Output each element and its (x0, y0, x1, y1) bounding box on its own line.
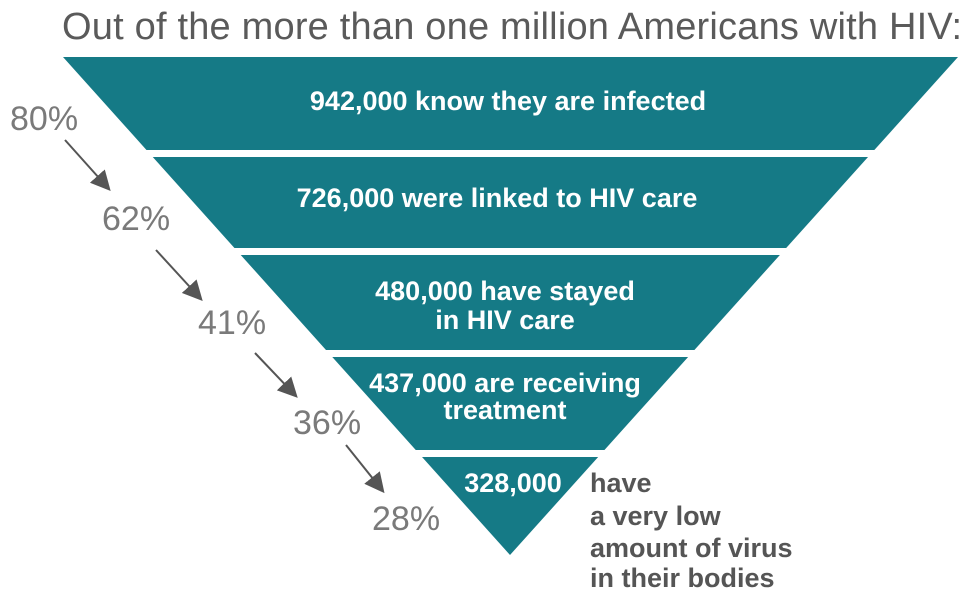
funnel-band-1 (63, 57, 958, 150)
stage-1-percent: 80% (10, 100, 78, 138)
funnel-band-3 (240, 255, 780, 350)
funnel-band-3-label: 480,000 have stayed (375, 276, 635, 306)
funnel-band-5 (422, 457, 599, 555)
funnel-arrows (64, 139, 385, 494)
funnel-band-4-label: 437,000 are receiving (369, 368, 641, 398)
funnel-band-2 (152, 157, 869, 248)
final-note-line: in their bodies (590, 563, 775, 590)
funnel-percents: 80% 62% 41% 36% 28% (10, 100, 440, 538)
funnel-band-1-label: 942,000 know they are infected (310, 86, 706, 116)
final-note-line: have (590, 468, 652, 498)
step-arrow-2 (155, 249, 203, 301)
stage-2-percent: 62% (102, 200, 170, 238)
step-arrow-3 (254, 352, 298, 398)
funnel-band-4 (332, 357, 689, 450)
step-arrow-1 (64, 139, 111, 191)
funnel-bands (63, 57, 958, 555)
funnel-band-3-label: in HIV care (435, 305, 575, 335)
funnel-band-5-label: 328,000 (464, 468, 562, 498)
step-arrow-4 (345, 444, 385, 494)
stage-4-percent: 36% (293, 404, 361, 442)
stage-3-percent: 41% (198, 304, 266, 342)
funnel-band-labels: 942,000 know they are infected 726,000 we… (297, 86, 706, 498)
final-note-line: amount of virus (590, 533, 793, 563)
funnel-band-2-label: 726,000 were linked to HIV care (297, 183, 698, 213)
stage-5-percent: 28% (372, 500, 440, 538)
final-note-line: a very low (590, 501, 722, 531)
funnel-band-4-label: treatment (443, 395, 566, 425)
page-title: Out of the more than one million America… (62, 6, 963, 48)
